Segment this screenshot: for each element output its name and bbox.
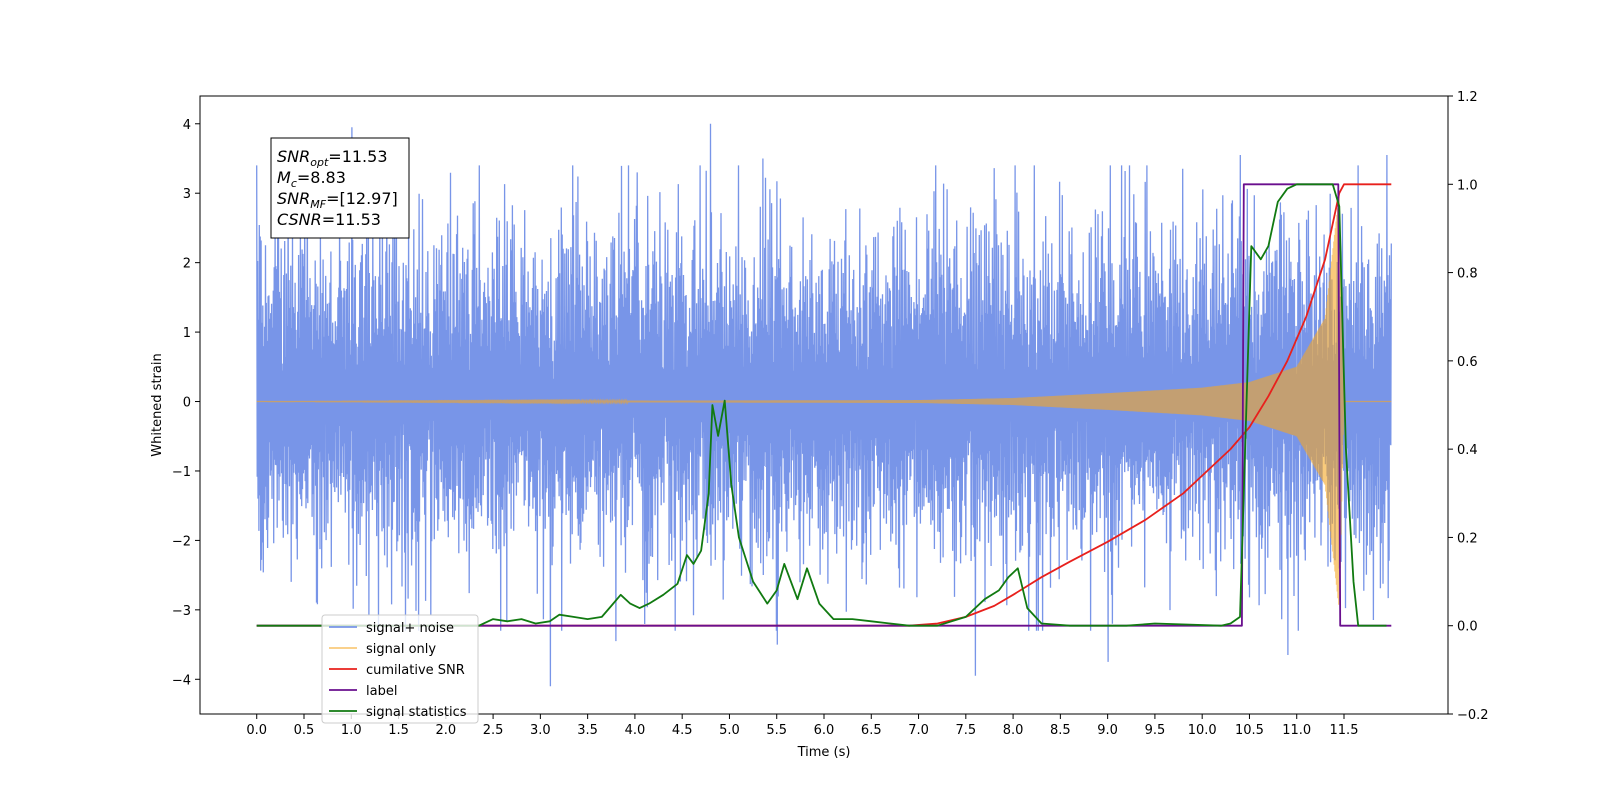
series-signal-statistics	[256, 183, 1387, 627]
x-tick-label: 2.0	[435, 723, 456, 738]
y2-tick-label: 0.6	[1457, 355, 1478, 370]
annotation-value: =11.53	[322, 210, 381, 229]
y-tick-label: 3	[183, 187, 191, 202]
annotation-line: CSNR=11.53	[277, 210, 381, 229]
x-tick-label: 0.0	[246, 723, 267, 738]
x-tick-label: 7.5	[955, 723, 976, 738]
x-tick-label: 9.5	[1145, 723, 1166, 738]
y2-tick-label: −0.2	[1457, 708, 1489, 723]
legend-label: signal only	[366, 642, 436, 657]
annotation-frame	[270, 137, 410, 239]
y2-tick-label: 0.0	[1457, 620, 1478, 635]
x-tick-label: 8.0	[1003, 723, 1024, 738]
legend-label: label	[366, 684, 397, 699]
y-tick-label: −3	[172, 604, 191, 619]
x-tick-label: 1.5	[388, 723, 409, 738]
legend-label: signal+ noise	[366, 621, 454, 636]
x-tick-label: 1.0	[341, 723, 362, 738]
x-tick-label: 0.5	[294, 723, 315, 738]
x-tick-label: 10.5	[1235, 723, 1264, 738]
annotation-subscript: opt	[310, 156, 329, 169]
annotation-symbol: M	[277, 168, 291, 187]
x-tick-label: 2.5	[483, 723, 504, 738]
annotation-line: Mc=8.83	[277, 168, 346, 190]
x-tick-label: 8.5	[1050, 723, 1071, 738]
x-tick-label: 11.0	[1282, 723, 1311, 738]
series-cumilative-snr	[256, 183, 1392, 627]
x-tick-label: 10.0	[1188, 723, 1217, 738]
y-axis-label: Whitened strain	[150, 353, 165, 456]
x-tick-label: 5.5	[766, 723, 787, 738]
y-axis-right: −0.2 0.0 0.2 0.4 0.6 0.8 1.0 1.2	[1448, 90, 1489, 723]
x-tick-label: 6.0	[814, 723, 835, 738]
annotation-symbol: CSNR	[277, 210, 322, 229]
y-tick-label: 1	[183, 326, 191, 341]
annotation-value: =11.53	[328, 147, 387, 166]
y-tick-label: −2	[172, 534, 191, 549]
y-tick-label: 0	[183, 396, 191, 411]
x-tick-label: 11.5	[1330, 723, 1359, 738]
y-axis-left: −4 −3 −2 −1 0 1 2 3 4	[172, 118, 200, 688]
y2-tick-label: 0.4	[1457, 443, 1478, 458]
y2-tick-label: 0.2	[1457, 531, 1478, 546]
x-tick-label: 5.0	[719, 723, 740, 738]
x-tick-label: 6.5	[861, 723, 882, 738]
x-tick-label: 4.5	[672, 723, 693, 738]
legend-label: cumilative SNR	[366, 663, 465, 678]
annotation-value: =8.83	[297, 168, 346, 187]
y-tick-label: −1	[172, 465, 191, 480]
y2-tick-label: 0.8	[1457, 267, 1478, 282]
y-tick-label: 2	[183, 257, 191, 272]
annotation-symbol: SNR	[277, 147, 310, 166]
y-tick-label: −4	[172, 673, 191, 688]
series-signal-only	[256, 194, 1392, 605]
x-tick-label: 3.5	[577, 723, 598, 738]
legend-frame	[321, 614, 479, 724]
y-tick-label: 4	[183, 118, 191, 133]
annotation-subscript: c	[291, 177, 297, 190]
y2-tick-label: 1.2	[1457, 90, 1478, 105]
legend-label: signal statistics	[366, 705, 467, 720]
y2-tick-label: 1.0	[1457, 178, 1478, 193]
annotation-line: SNRopt=11.53	[277, 147, 388, 169]
annotation-line: SNRMF=[12.97]	[277, 189, 398, 211]
annotation-box: SNRopt=11.53Mc=8.83SNRMF=[12.97]CSNR=11.…	[270, 137, 410, 239]
annotation-subscript: MF	[310, 198, 326, 211]
x-axis: 0.0 0.5 1.0 1.5 2.0 2.5 3.0 3.5 4.0 4.5 5.0 5.5 6.0 6…	[246, 714, 1358, 738]
plot-area	[256, 123, 1392, 687]
x-axis-label: Time (s)	[797, 745, 851, 760]
legend: signal+ noise signal only cumilative SNR la…	[321, 614, 479, 724]
annotation-symbol: SNR	[277, 189, 310, 208]
annotation-value: =[12.97]	[326, 189, 398, 208]
x-tick-label: 3.0	[530, 723, 551, 738]
x-tick-label: 7.0	[908, 723, 929, 738]
x-tick-label: 4.0	[625, 723, 646, 738]
x-tick-label: 9.0	[1097, 723, 1118, 738]
